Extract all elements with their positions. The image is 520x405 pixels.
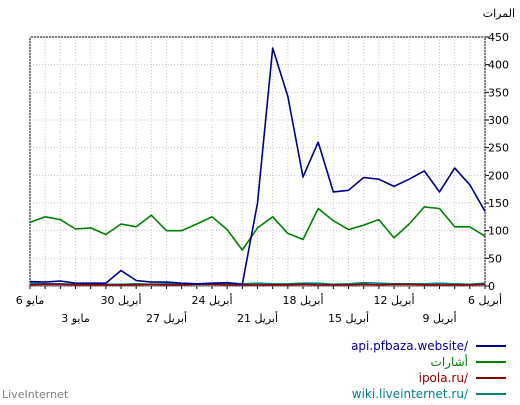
y-tick-label: 450 <box>488 31 509 44</box>
y-tick-label: 400 <box>488 59 509 72</box>
legend-label: wiki.liveinternet.ru/ <box>352 387 469 401</box>
y-tick-label: 200 <box>488 169 509 182</box>
y-tick-label: 350 <box>488 86 509 99</box>
plot-area <box>29 36 486 287</box>
x-tick-label: 24 أبريل <box>191 293 232 307</box>
y-tick-label: 300 <box>488 114 509 127</box>
y-tick-label: 50 <box>488 252 502 265</box>
series-lines <box>29 47 486 287</box>
x-tick-label: 12 أبريل <box>373 293 414 307</box>
series-line <box>29 47 486 286</box>
x-tick-label: 6 أبريل <box>468 293 502 307</box>
y-tick-label: 0 <box>488 280 495 293</box>
x-tick-label: 9 أبريل <box>422 311 456 325</box>
footer-brand: LiveInternet <box>2 388 69 401</box>
legend-label: yandex.ru/ <box>404 403 469 405</box>
x-tick-label: 30 أبريل <box>100 293 141 307</box>
series-line <box>29 206 486 251</box>
x-tick-label: 3 مايو <box>61 312 90 325</box>
legend-label: api.pfbaza.website/ <box>351 339 469 353</box>
y-axis-label: المرات <box>483 7 515 20</box>
legend: api.pfbaza.website/أشاراتipola.ru/wiki.l… <box>351 339 506 405</box>
x-tick-label: 15 أبريل <box>328 311 369 325</box>
x-tick-label: 21 أبريل <box>237 311 278 325</box>
legend-label: أشارات <box>431 354 468 370</box>
grid <box>29 36 486 287</box>
x-axis-ticks: 6 أبريل 12 أبريل 18 أبريل 24 أبريل 30 أبريل 6… <box>16 286 502 325</box>
y-axis-ticks: 0 50 100 150 200 250 300 350 400 450 <box>485 31 509 293</box>
x-tick-label: 18 أبريل <box>282 293 323 307</box>
y-tick-label: 150 <box>488 197 509 210</box>
x-tick-label: 6 مايو <box>16 294 45 307</box>
y-tick-label: 250 <box>488 142 509 155</box>
legend-label: ipola.ru/ <box>419 371 469 385</box>
y-tick-label: 100 <box>488 225 509 238</box>
x-tick-label: 27 أبريل <box>146 311 187 325</box>
series-line <box>29 283 486 286</box>
